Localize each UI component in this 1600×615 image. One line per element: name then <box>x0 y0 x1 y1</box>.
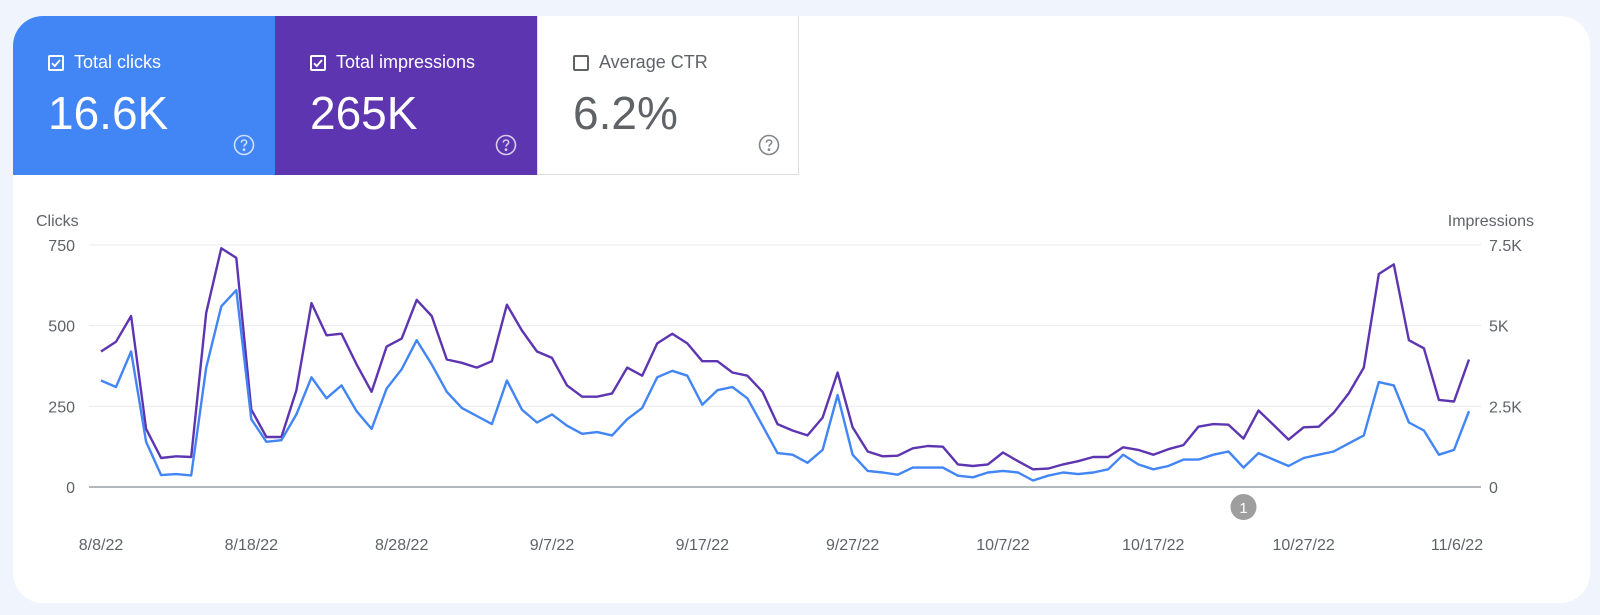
average-ctr-checkbox[interactable] <box>573 54 589 71</box>
check-icon <box>313 58 323 67</box>
total-clicks-checkbox[interactable] <box>48 54 64 71</box>
right-tick-label: 5K <box>1489 319 1509 336</box>
right-tick-label: 2.5K <box>1489 399 1522 416</box>
x-tick-labels: 8/8/22 8/18/22 8/28/22 9/7/22 9/17/22 9/27/22… <box>79 537 1483 554</box>
clicks-series-line <box>100 289 1471 482</box>
annotation-label: 1 <box>1239 500 1247 517</box>
right-tick-label: 7.5K <box>1489 238 1522 255</box>
left-axis-title: Clicks <box>36 213 79 230</box>
metric-cards: Total clicks 16.6K Total impressions 265… <box>13 16 799 175</box>
series-lines <box>100 246 1471 482</box>
performance-chart: Clicks Impressions 0 250 500 750 0 2.5K 5K 7.5… <box>36 213 1534 554</box>
x-tick-label: 10/27/22 <box>1272 537 1334 554</box>
x-tick-label: 10/17/22 <box>1122 537 1184 554</box>
left-tick-label: 0 <box>66 480 75 497</box>
annotation-marker[interactable]: 1 <box>1230 494 1257 520</box>
left-tick-label: 500 <box>48 319 75 336</box>
help-icon[interactable] <box>233 134 255 156</box>
x-tick-label: 9/17/22 <box>676 537 729 554</box>
x-tick-label: 9/7/22 <box>530 537 575 554</box>
total-impressions-value: 265K <box>310 87 418 139</box>
x-tick-label: 8/28/22 <box>375 537 428 554</box>
annotation-badge[interactable] <box>1230 494 1257 520</box>
total-clicks-card[interactable]: Total clicks 16.6K <box>13 16 275 175</box>
total-impressions-label: Total impressions <box>336 52 476 72</box>
total-impressions-checkbox[interactable] <box>310 54 326 71</box>
average-ctr-value: 6.2% <box>573 87 678 139</box>
x-tick-label: 9/27/22 <box>826 537 879 554</box>
average-ctr-card[interactable]: Average CTR 6.2% <box>537 16 799 175</box>
x-tick-label: 8/18/22 <box>225 537 278 554</box>
x-tick-label: 11/6/22 <box>1431 537 1483 554</box>
total-impressions-card[interactable]: Total impressions 265K <box>275 16 537 175</box>
x-tick-label: 8/8/22 <box>79 537 124 554</box>
left-tick-label: 750 <box>48 238 75 255</box>
help-icon[interactable] <box>495 134 517 156</box>
check-icon <box>51 58 61 67</box>
total-clicks-value: 16.6K <box>48 87 169 139</box>
x-tick-label: 10/7/22 <box>976 537 1029 554</box>
right-tick-label: 0 <box>1489 480 1498 497</box>
total-clicks-label: Total clicks <box>74 52 162 72</box>
performance-panel: Clicks Impressions 0 250 500 750 0 2.5K 5K 7.5… <box>13 16 1590 603</box>
right-tick-labels: 0 2.5K 5K 7.5K <box>1489 238 1522 497</box>
help-icon[interactable] <box>758 134 780 156</box>
average-ctr-label: Average CTR <box>599 52 708 72</box>
impressions-series-line <box>100 246 1471 471</box>
left-tick-label: 250 <box>48 399 75 416</box>
left-tick-labels: 0 250 500 750 <box>48 238 75 497</box>
right-axis-title: Impressions <box>1448 213 1534 230</box>
